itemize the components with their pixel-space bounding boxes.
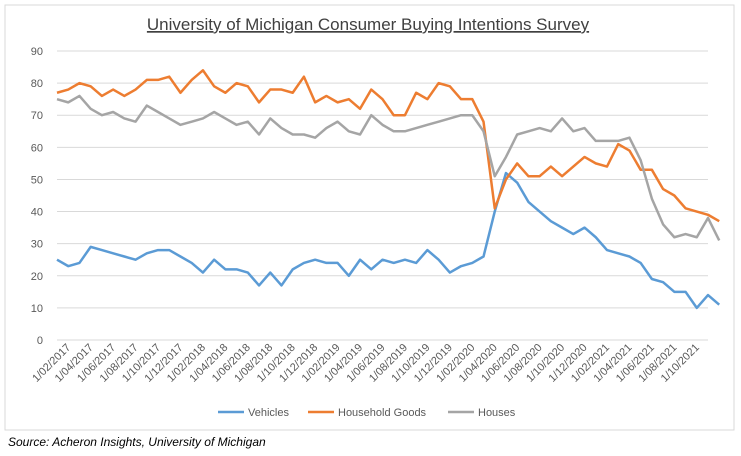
y-tick-label: 10 bbox=[31, 303, 43, 315]
legend-label: Houses bbox=[478, 407, 516, 419]
y-tick-label: 90 bbox=[31, 46, 43, 58]
legend-label: Household Goods bbox=[338, 407, 427, 419]
legend-label: Vehicles bbox=[248, 407, 289, 419]
y-tick-label: 40 bbox=[31, 207, 43, 219]
line-series bbox=[56, 69, 720, 223]
y-tick-label: 20 bbox=[31, 271, 43, 283]
line-series bbox=[56, 94, 721, 242]
y-tick-label: 70 bbox=[31, 110, 43, 122]
y-tick-label: 60 bbox=[31, 142, 43, 154]
chart-frame bbox=[4, 4, 735, 431]
y-tick-label: 50 bbox=[31, 174, 43, 186]
y-tick-label: 30 bbox=[31, 239, 43, 251]
y-tick-label: 0 bbox=[37, 335, 43, 347]
line-series bbox=[56, 171, 721, 310]
y-tick-label: 80 bbox=[31, 78, 43, 90]
chart-title: University of Michigan Consumer Buying I… bbox=[147, 15, 590, 34]
source: Source: Acheron Insights, University of … bbox=[8, 435, 266, 449]
